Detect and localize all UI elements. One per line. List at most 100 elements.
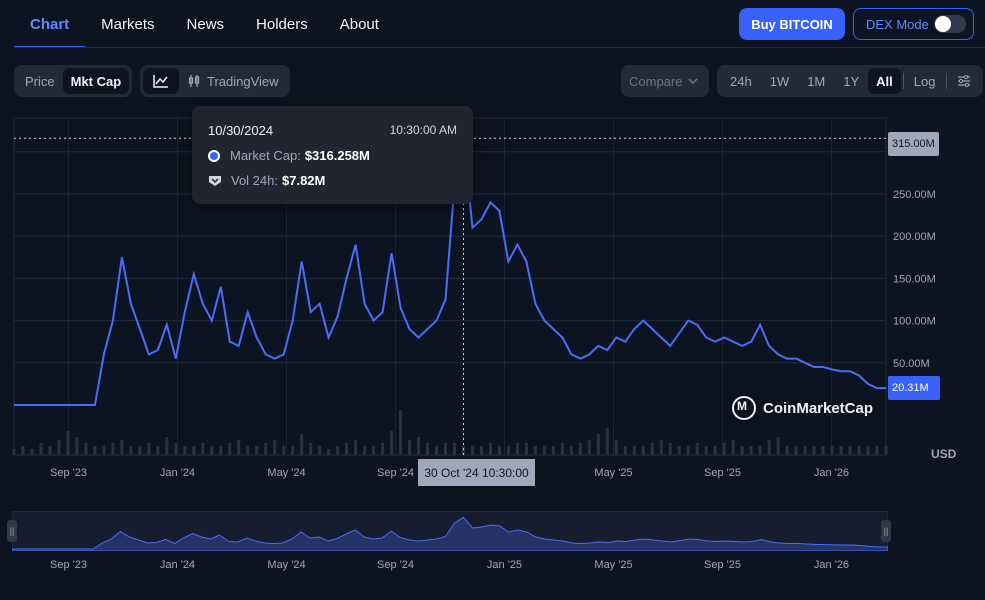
price-toggle[interactable]: Price — [25, 73, 55, 89]
volume-bar — [120, 440, 124, 455]
y-tick-label: 50.00M — [893, 358, 930, 370]
volume-bar — [363, 446, 367, 455]
volume-bar — [740, 446, 744, 455]
dex-mode-switch[interactable] — [934, 15, 966, 33]
mkt-cap-toggle[interactable]: Mkt Cap — [62, 68, 130, 94]
volume-bar — [677, 446, 681, 455]
volume-bar — [408, 440, 412, 455]
volume-bar — [632, 446, 636, 455]
x-tick-label: May '24 — [267, 467, 305, 479]
volume-bar — [354, 440, 358, 455]
range-1w[interactable]: 1W — [769, 73, 790, 89]
volume-bar — [542, 446, 546, 455]
line-chart-icon[interactable] — [143, 68, 179, 94]
tradingview-button[interactable]: TradingView — [179, 68, 287, 94]
volume-bar — [30, 449, 34, 455]
navigator-tick-label: Jan '24 — [160, 559, 195, 571]
navigator-tick-label: Sep '24 — [377, 559, 414, 571]
range-switch: 24h 1W 1M 1Y All Log — [717, 65, 983, 97]
volume-bar — [12, 449, 16, 455]
tab-holders[interactable]: Holders — [256, 15, 308, 33]
compare-dropdown[interactable]: Compare — [621, 65, 709, 97]
range-divider — [902, 73, 904, 89]
volume-bar — [857, 446, 861, 455]
volume-bar — [497, 446, 501, 455]
y-tick-label: 150.00M — [893, 273, 936, 285]
tooltip-time: 10:30:00 AM — [389, 123, 457, 137]
volume-bar — [93, 446, 97, 455]
volume-bar — [435, 446, 439, 455]
volume-bar — [866, 446, 870, 455]
current-value-tag: 20.31M — [888, 376, 940, 400]
navigator-tick-label: Sep '23 — [50, 559, 87, 571]
volume-bar — [830, 446, 834, 455]
tab-markets[interactable]: Markets — [101, 15, 155, 33]
volume-bar — [174, 443, 178, 455]
volume-bar — [201, 443, 205, 455]
volume-bar — [444, 443, 448, 455]
range-all[interactable]: All — [868, 68, 901, 94]
volume-bar — [309, 443, 313, 455]
coinmarketcap-logo-icon — [732, 396, 756, 420]
compare-label: Compare — [629, 73, 683, 89]
volume-bar — [587, 440, 591, 455]
volume-bar — [417, 437, 421, 455]
volume-bar — [300, 434, 304, 455]
volume-bar — [228, 443, 232, 455]
tradingview-label: TradingView — [207, 73, 279, 89]
volume-bar — [273, 440, 277, 455]
volume-bar — [605, 428, 609, 455]
buy-button[interactable]: Buy BITCOIN — [739, 8, 845, 40]
volume-bar — [668, 443, 672, 455]
volume-bar — [731, 440, 735, 455]
volume-bar — [479, 446, 483, 455]
tab-chart[interactable]: Chart — [14, 0, 86, 48]
volume-bar — [138, 446, 142, 455]
volume-bar — [713, 446, 717, 455]
navigator-right-handle[interactable]: || — [881, 520, 891, 542]
range-1y[interactable]: 1Y — [843, 73, 860, 89]
log-toggle[interactable]: Log — [913, 73, 936, 89]
volume-bar — [390, 431, 394, 455]
coinmarketcap-watermark: CoinMarketCap — [732, 396, 873, 420]
volume-bar — [578, 443, 582, 455]
volume-bar — [246, 446, 250, 455]
volume-bar — [165, 437, 169, 455]
tooltip-vol-value: $7.82M — [282, 173, 326, 188]
navigator-area — [12, 516, 888, 551]
volume-bar — [623, 446, 627, 455]
navigator-tick-label: May '24 — [267, 559, 305, 571]
dex-mode-toggle-button[interactable]: DEX Mode — [853, 8, 974, 40]
tab-news[interactable]: News — [186, 15, 225, 33]
candlestick-icon — [188, 75, 200, 87]
tooltip-date: 10/30/2024 — [208, 123, 274, 138]
volume-bar — [39, 443, 43, 455]
volume-bar — [641, 446, 645, 455]
volume-bar — [381, 443, 385, 455]
volume-bar — [650, 443, 654, 455]
range-navigator[interactable] — [12, 511, 888, 551]
volume-bar — [515, 443, 519, 455]
navigator-left-handle[interactable]: || — [7, 520, 17, 542]
market-cap-dot-icon — [208, 149, 220, 162]
volume-bar — [345, 443, 349, 455]
volume-bar — [21, 446, 25, 455]
volume-bar — [111, 443, 115, 455]
volume-bar — [821, 446, 825, 455]
volume-bar — [659, 440, 663, 455]
tab-about[interactable]: About — [339, 15, 379, 33]
tooltip-vol-label: Vol 24h: — [231, 173, 278, 188]
dex-mode-label: DEX Mode — [866, 16, 929, 32]
range-1m[interactable]: 1M — [807, 73, 826, 89]
volume-bar — [533, 446, 537, 455]
volume-bar — [596, 434, 600, 455]
navigator-axis: Sep '23 Jan '24 May '24 Sep '24 Jan '25 May '… — [50, 559, 849, 571]
settings-sliders-icon[interactable] — [949, 68, 979, 94]
volume-bar — [66, 431, 70, 455]
volume-icon — [209, 175, 221, 186]
volume-bar — [884, 446, 888, 455]
market-cap-chart[interactable]: 50.00M100.00M150.00M200.00M250.00M300.00… — [0, 110, 985, 480]
x-tick-label: Sep '23 — [50, 467, 87, 479]
volume-bar — [282, 446, 286, 455]
range-24h[interactable]: 24h — [730, 73, 752, 89]
